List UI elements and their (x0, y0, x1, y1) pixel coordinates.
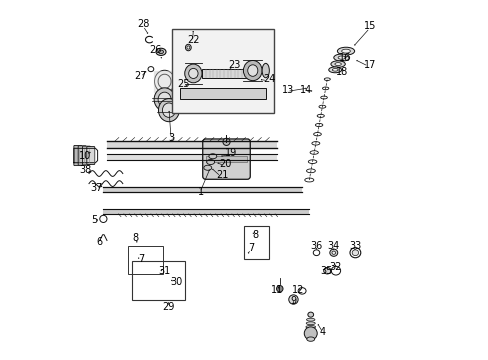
Text: 29: 29 (162, 302, 174, 312)
Text: 22: 22 (187, 35, 199, 45)
Text: 6: 6 (97, 237, 102, 247)
Ellipse shape (337, 47, 354, 55)
Text: 4: 4 (319, 327, 325, 337)
Ellipse shape (332, 68, 337, 71)
Ellipse shape (330, 61, 345, 67)
Circle shape (276, 285, 283, 292)
Circle shape (288, 295, 298, 304)
Ellipse shape (305, 322, 315, 325)
Bar (202, 69, 249, 78)
Text: 3: 3 (168, 132, 175, 143)
Ellipse shape (306, 337, 314, 341)
Text: 5: 5 (91, 215, 97, 225)
Ellipse shape (247, 65, 257, 76)
Ellipse shape (333, 54, 349, 61)
Text: 18: 18 (335, 67, 347, 77)
Text: 8: 8 (252, 230, 258, 240)
Ellipse shape (351, 250, 358, 256)
Ellipse shape (184, 64, 202, 83)
Text: 24: 24 (262, 74, 275, 84)
Text: 20: 20 (219, 159, 231, 169)
Ellipse shape (305, 325, 315, 328)
Ellipse shape (223, 138, 230, 145)
Text: 31: 31 (158, 266, 170, 276)
Text: 9: 9 (290, 296, 296, 306)
Text: 27: 27 (134, 71, 147, 81)
Text: 35: 35 (320, 266, 332, 276)
Bar (179, 88, 265, 99)
Text: 19: 19 (224, 148, 237, 158)
Text: 17: 17 (363, 60, 375, 70)
Ellipse shape (156, 48, 166, 55)
Ellipse shape (186, 46, 189, 49)
Ellipse shape (337, 56, 345, 59)
Text: 30: 30 (170, 276, 182, 287)
Ellipse shape (206, 159, 214, 165)
Text: 7: 7 (248, 243, 254, 253)
Circle shape (304, 327, 317, 340)
Text: 36: 36 (310, 240, 322, 251)
Ellipse shape (162, 103, 175, 117)
Text: 23: 23 (228, 60, 240, 70)
Ellipse shape (188, 68, 198, 78)
Bar (244, 226, 268, 259)
Text: 1: 1 (197, 186, 203, 197)
Ellipse shape (341, 49, 349, 53)
FancyBboxPatch shape (78, 146, 86, 165)
Bar (127, 246, 163, 274)
FancyBboxPatch shape (82, 146, 90, 165)
Ellipse shape (331, 251, 335, 254)
Ellipse shape (262, 63, 269, 78)
Ellipse shape (243, 60, 262, 81)
Text: 13: 13 (281, 85, 293, 95)
Ellipse shape (329, 249, 337, 256)
Text: 25: 25 (177, 78, 189, 89)
Bar (205, 156, 247, 162)
Text: 11: 11 (270, 285, 283, 295)
Text: 28: 28 (137, 19, 149, 29)
Ellipse shape (323, 267, 330, 274)
Text: 37: 37 (90, 183, 102, 193)
Text: 15: 15 (363, 21, 375, 31)
Text: 16: 16 (339, 53, 351, 63)
Ellipse shape (307, 312, 313, 317)
Text: 33: 33 (348, 240, 361, 251)
Text: 32: 32 (329, 262, 342, 272)
Ellipse shape (203, 165, 211, 170)
Text: 8: 8 (132, 233, 139, 243)
Ellipse shape (185, 44, 191, 51)
Bar (132, 261, 185, 300)
Text: 38: 38 (79, 165, 91, 175)
FancyBboxPatch shape (87, 147, 95, 165)
Text: 7: 7 (138, 254, 143, 264)
Ellipse shape (158, 99, 179, 122)
Text: 34: 34 (327, 240, 339, 251)
FancyBboxPatch shape (203, 139, 250, 179)
Text: 21: 21 (216, 170, 228, 180)
Ellipse shape (158, 92, 171, 107)
Text: 14: 14 (299, 85, 311, 95)
Text: 10: 10 (79, 150, 91, 161)
Ellipse shape (208, 154, 216, 159)
Ellipse shape (154, 88, 175, 111)
FancyBboxPatch shape (74, 145, 81, 166)
Text: 26: 26 (149, 45, 161, 55)
Ellipse shape (305, 329, 315, 332)
Bar (171, 29, 274, 113)
Ellipse shape (328, 67, 341, 73)
Ellipse shape (306, 318, 314, 321)
Ellipse shape (334, 63, 341, 66)
Ellipse shape (158, 50, 163, 54)
Text: 12: 12 (291, 285, 304, 295)
